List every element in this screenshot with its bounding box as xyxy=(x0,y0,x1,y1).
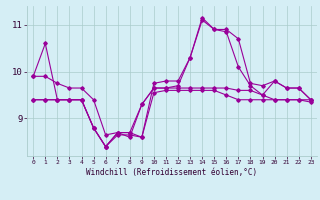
X-axis label: Windchill (Refroidissement éolien,°C): Windchill (Refroidissement éolien,°C) xyxy=(86,168,258,177)
